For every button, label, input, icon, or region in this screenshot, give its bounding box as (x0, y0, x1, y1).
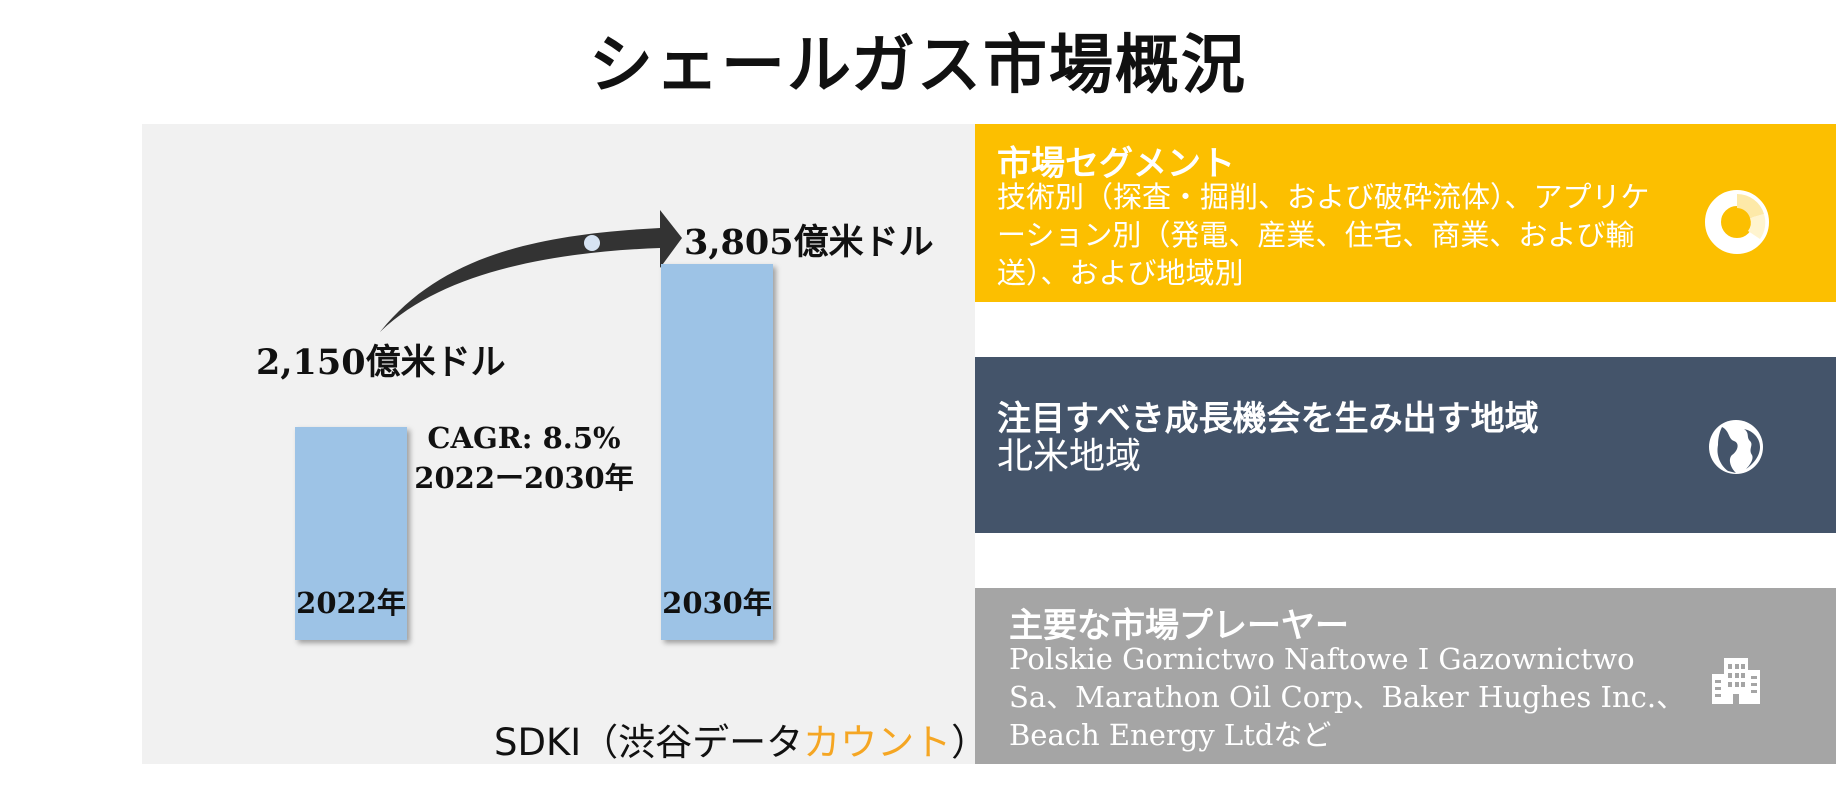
segments-body: 技術別（探査・掘削、および破砕流体）、アプリケーション別（発電、産業、住宅、商業… (997, 180, 1650, 290)
cagr-period: 2022ー2030年 (414, 461, 634, 495)
segments-title: 市場セグメント (997, 144, 1235, 184)
value-label-2030: 3,805億米ドル (684, 222, 934, 263)
value-label-2022: 2,150億米ドル (256, 342, 506, 383)
segments-card: 市場セグメント 技術別（探査・掘削、および破砕流体）、アプリケーション別（発電、… (975, 124, 1836, 302)
players-card: 主要な市場プレーヤー Polskie Gornictwo Naftowe I G… (975, 588, 1836, 764)
growth-arrow-shape (380, 210, 682, 332)
players-body: Polskie Gornictwo Naftowe I Gazownictwo … (1009, 642, 1686, 752)
cagr-annotation: CAGR: 8.5% 2022ー2030年 (404, 418, 644, 498)
bar-2022 (295, 427, 407, 640)
cagr-value: CAGR: 8.5% (427, 421, 621, 455)
source-credit: SDKI（渋谷データカウント） (494, 712, 988, 766)
globe-icon (1708, 419, 1764, 479)
region-body: 北米地域 (997, 436, 1142, 477)
growth-arrow (380, 210, 682, 332)
region-card: 注目すべき成長機会を生み出す地域 北米地域 (975, 357, 1836, 533)
market-size-chart: 2022年 2030年 2,150億米ドル 3,805億米ドル CAGR: 8.… (142, 124, 988, 764)
bar-2030 (661, 264, 773, 640)
players-title: 主要な市場プレーヤー (1009, 606, 1349, 646)
office-building-icon (1710, 656, 1762, 708)
region-title: 注目すべき成長機会を生み出す地域 (997, 399, 1539, 439)
arrow-dot (584, 235, 600, 251)
bar-label-2030: 2030年 (662, 586, 772, 620)
page-title: シェールガス市場概況 (588, 28, 1248, 103)
donut-chart-icon (1702, 187, 1772, 261)
source-prefix: SDKI（渋谷データ (494, 721, 804, 764)
source-accent: カウント (803, 721, 952, 764)
bar-label-2022: 2022年 (296, 586, 406, 620)
